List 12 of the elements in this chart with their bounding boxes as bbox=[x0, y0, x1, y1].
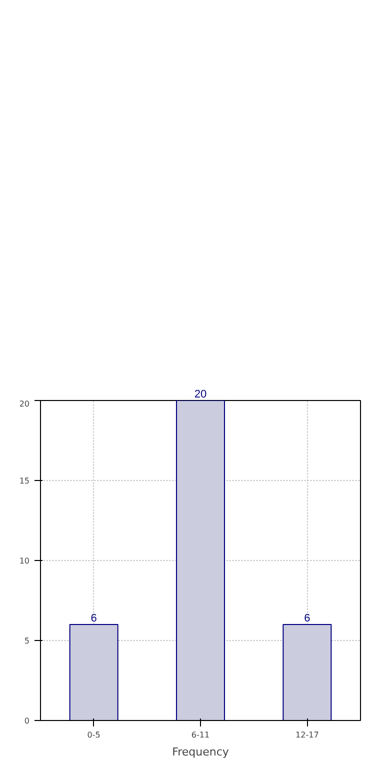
data-label: 6 bbox=[90, 612, 97, 624]
data-label: 20 bbox=[194, 388, 207, 400]
y-tick-label: 0 bbox=[24, 716, 30, 726]
x-axis-title: Frequency bbox=[172, 746, 230, 758]
data-label: 6 bbox=[304, 612, 310, 624]
y-tick-label: 10 bbox=[19, 556, 30, 566]
y-tick-label: 15 bbox=[19, 476, 30, 486]
x-tick-label: 6-11 bbox=[191, 730, 210, 740]
x-tick-label: 0-5 bbox=[87, 730, 100, 740]
y-tick-label: 20 bbox=[19, 400, 30, 408]
y-tick-label: 5 bbox=[24, 636, 30, 646]
x-tick-label: 12-17 bbox=[296, 730, 319, 740]
